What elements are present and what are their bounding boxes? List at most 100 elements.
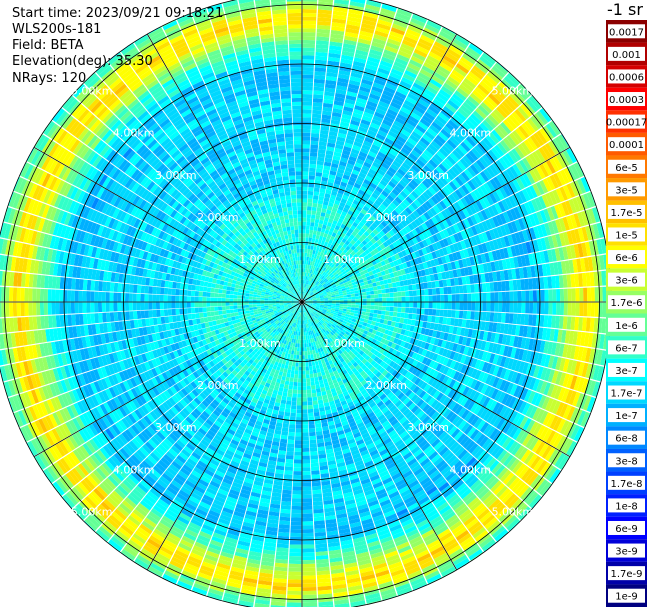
beta-cell <box>363 230 370 237</box>
beta-cell <box>511 111 524 125</box>
beta-cell <box>396 153 406 162</box>
beta-cell <box>302 386 307 391</box>
beta-cell <box>546 159 556 174</box>
beta-cell <box>447 286 452 295</box>
beta-cell <box>308 290 312 294</box>
beta-cell <box>329 279 334 284</box>
beta-cell <box>299 343 302 348</box>
beta-cell <box>319 137 328 143</box>
beta-cell <box>525 186 535 200</box>
beta-cell <box>328 134 337 141</box>
beta-cell <box>347 253 353 259</box>
beta-cell <box>355 49 369 57</box>
beta-cell <box>302 132 311 137</box>
beta-cell <box>526 137 538 151</box>
beta-cell <box>317 13 332 19</box>
beta-cell <box>356 45 370 53</box>
beta-cell <box>308 171 316 176</box>
beta-cell <box>486 180 496 192</box>
beta-cell <box>322 267 327 272</box>
beta-cell <box>322 220 328 226</box>
beta-cell <box>342 243 348 249</box>
beta-cell <box>421 152 431 162</box>
beta-cell <box>386 205 395 213</box>
beta-cell <box>570 164 581 180</box>
beta-cell <box>509 208 518 221</box>
beta-cell <box>367 129 377 137</box>
beta-cell <box>486 302 491 312</box>
beta-cell <box>523 139 535 153</box>
beta-cell <box>312 113 322 119</box>
beta-cell <box>364 136 374 144</box>
beta-cell <box>474 311 479 321</box>
beta-cell <box>316 36 330 42</box>
beta-cell <box>394 91 407 100</box>
beta-cell <box>392 174 401 183</box>
beta-cell <box>439 309 444 317</box>
beta-cell <box>342 110 353 116</box>
beta-cell <box>336 172 344 178</box>
beta-cell <box>540 289 545 302</box>
beta-cell <box>313 94 324 99</box>
beta-cell <box>339 295 344 298</box>
beta-cell <box>474 86 488 99</box>
beta-cell <box>339 62 352 69</box>
beta-cell <box>400 147 411 156</box>
beta-cell <box>487 206 496 218</box>
beta-cell <box>403 255 410 262</box>
beta-cell <box>303 291 305 296</box>
beta-cell <box>302 194 308 199</box>
beta-cell <box>365 4 381 12</box>
beta-cell <box>393 260 399 267</box>
beta-cell <box>309 167 316 173</box>
beta-cell <box>308 187 314 192</box>
beta-cell <box>294 346 298 352</box>
beta-cell <box>423 211 431 221</box>
beta-cell <box>302 347 305 352</box>
beta-cell <box>381 162 390 170</box>
beta-cell <box>540 302 545 315</box>
beta-cell <box>315 215 321 220</box>
beta-cell <box>470 113 482 125</box>
beta-cell <box>304 283 306 288</box>
beta-cell <box>302 140 311 145</box>
beta-cell <box>312 230 317 235</box>
beta-cell <box>282 423 289 429</box>
beta-cell <box>302 295 304 300</box>
beta-cell <box>299 347 302 352</box>
beta-cell <box>388 250 395 257</box>
beta-cell <box>375 26 390 35</box>
beta-cell <box>456 34 470 43</box>
beta-cell <box>566 148 577 164</box>
beta-cell <box>333 228 339 234</box>
beta-cell <box>360 26 375 34</box>
beta-cell <box>304 291 306 296</box>
beta-cell <box>306 378 311 383</box>
beta-cell <box>370 265 376 271</box>
beta-cell <box>375 226 382 233</box>
beta-cell <box>318 235 324 241</box>
beta-cell <box>350 256 356 262</box>
beta-cell <box>398 83 411 93</box>
beta-cell <box>438 221 446 231</box>
beta-cell <box>438 147 449 158</box>
beta-cell <box>318 292 323 296</box>
beta-cell <box>328 257 334 262</box>
beta-cell <box>404 32 420 42</box>
beta-cell <box>342 43 356 50</box>
beta-cell <box>379 230 386 237</box>
beta-cell <box>316 164 324 170</box>
beta-cell <box>302 602 318 607</box>
beta-cell <box>351 263 357 269</box>
beta-cell <box>331 207 338 213</box>
beta-cell <box>459 293 464 302</box>
beta-cell <box>316 32 330 38</box>
beta-cell <box>356 158 365 165</box>
beta-cell <box>310 293 315 297</box>
beta-cell <box>549 174 559 189</box>
beta-cell <box>298 374 302 379</box>
beta-cell <box>408 313 413 320</box>
beta-cell <box>413 199 422 208</box>
beta-cell <box>357 38 372 45</box>
beta-cell <box>392 234 399 242</box>
